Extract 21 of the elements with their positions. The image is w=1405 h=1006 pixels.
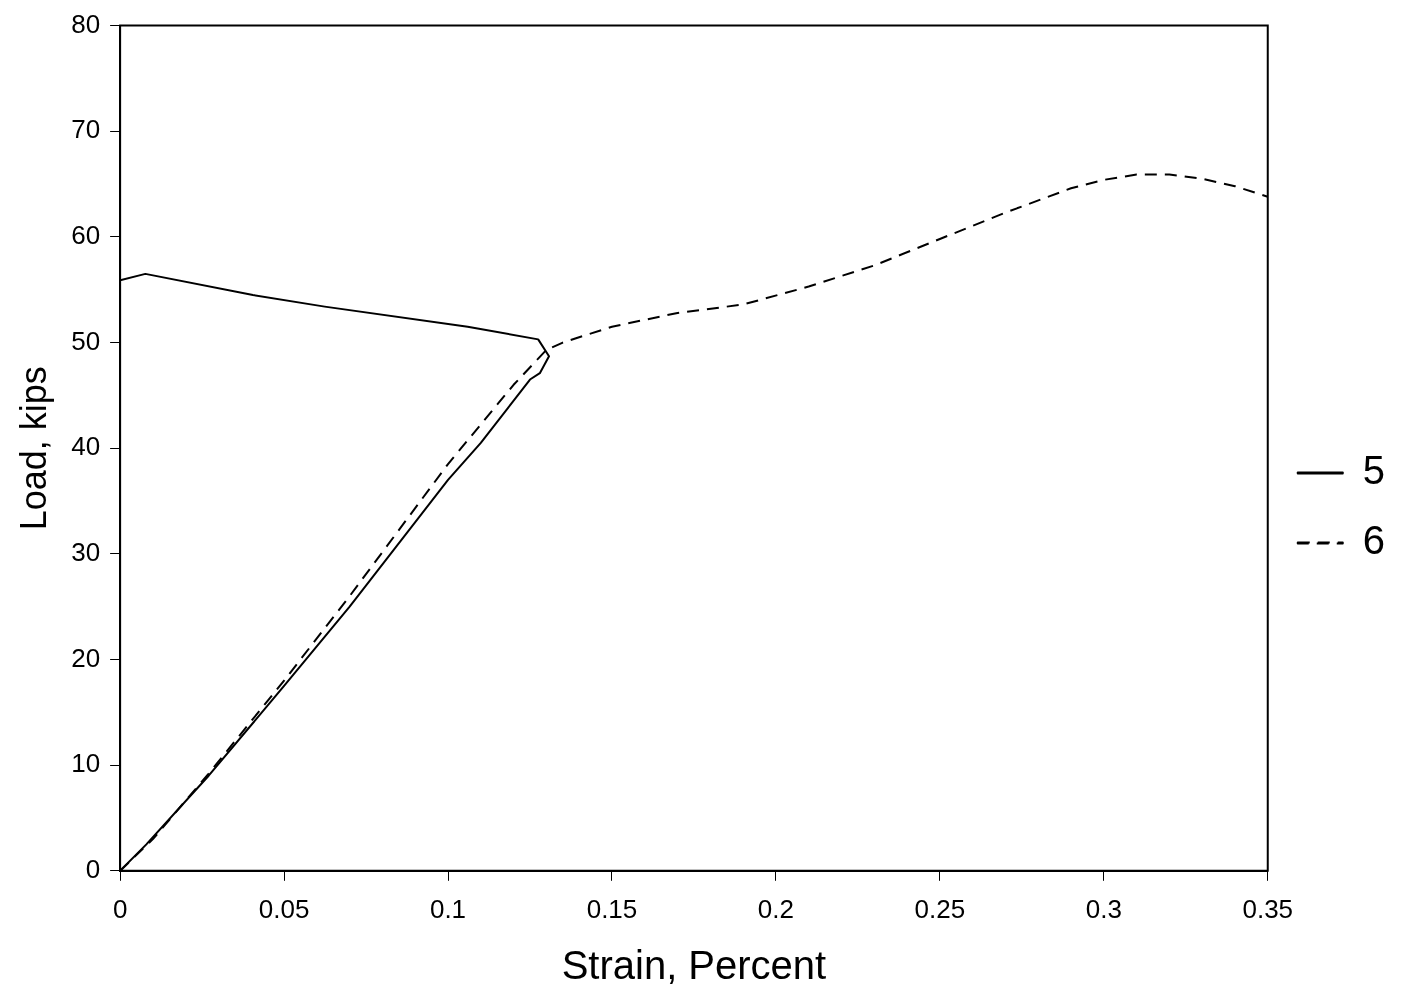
y-tick-label: 0 bbox=[85, 853, 101, 884]
x-axis-title: Strain, Percent bbox=[561, 943, 827, 988]
x-tick-label: 0.1 bbox=[429, 893, 467, 924]
x-tick-label: 0.25 bbox=[914, 893, 966, 924]
legend-label: 6 bbox=[1362, 518, 1385, 563]
y-tick-label: 30 bbox=[71, 537, 101, 568]
x-tick-label: 0 bbox=[112, 893, 128, 924]
y-tick-label: 80 bbox=[71, 8, 101, 39]
y-axis-title: Load, kips bbox=[12, 366, 54, 531]
y-tick-label: 20 bbox=[71, 642, 101, 673]
y-tick-label: 70 bbox=[71, 114, 101, 145]
x-tick-label: 0.05 bbox=[258, 893, 310, 924]
y-tick-label: 60 bbox=[71, 220, 101, 251]
x-tick-label: 0.3 bbox=[1085, 893, 1122, 924]
x-tick-label: 0.35 bbox=[1242, 893, 1294, 924]
y-tick-label: 40 bbox=[71, 431, 101, 462]
y-tick-label: 50 bbox=[71, 325, 101, 356]
x-tick-label: 0.2 bbox=[757, 893, 794, 924]
legend-label: 5 bbox=[1362, 448, 1385, 493]
x-tick-label: 0.15 bbox=[586, 893, 638, 924]
y-tick-label: 10 bbox=[71, 748, 101, 779]
